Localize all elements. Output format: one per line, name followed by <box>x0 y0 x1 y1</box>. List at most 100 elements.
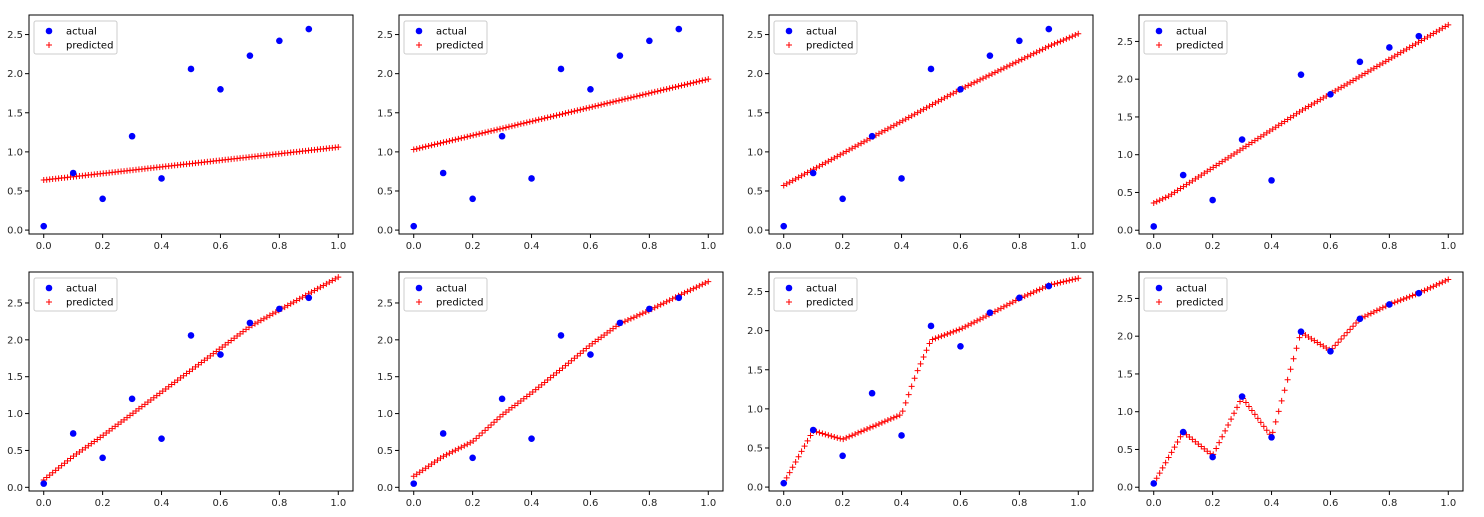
predicted-point <box>1030 289 1037 296</box>
predicted-point <box>1254 415 1261 422</box>
predicted-point <box>657 301 664 308</box>
predicted-point <box>1332 342 1339 349</box>
actual-point <box>839 452 846 460</box>
x-tick-label: 0.2 <box>835 498 851 509</box>
legend-actual-marker <box>45 284 53 292</box>
predicted-point <box>702 280 709 287</box>
y-tick-label: 2.0 <box>7 335 23 346</box>
predicted-point <box>783 474 790 481</box>
actual-point <box>809 169 817 177</box>
predicted-point <box>452 136 459 143</box>
predicted-point <box>878 419 885 426</box>
actual-series <box>40 294 313 487</box>
predicted-point <box>630 314 637 321</box>
legend-predicted-marker <box>1156 42 1162 48</box>
x-tick-label: 0.0 <box>776 498 792 509</box>
x-tick-label: 0.2 <box>95 241 111 252</box>
actual-point <box>99 195 106 203</box>
y-tick-label: 2.0 <box>1117 75 1133 86</box>
predicted-point <box>705 278 712 285</box>
predicted-point <box>1051 280 1058 287</box>
predicted-point <box>699 281 706 288</box>
predicted-point <box>1159 195 1166 202</box>
actual-point <box>276 305 283 313</box>
legend-predicted-marker <box>416 42 422 48</box>
predicted-point <box>660 300 667 307</box>
predicted-point <box>1257 419 1264 426</box>
y-tick-label: 2.0 <box>377 69 393 80</box>
predicted-point <box>935 334 942 341</box>
predicted-point <box>1021 293 1028 300</box>
predicted-point <box>1296 334 1303 341</box>
predicted-point <box>633 312 640 319</box>
predicted-point <box>828 433 835 440</box>
predicted-point <box>1051 40 1058 47</box>
predicted-point <box>1275 408 1282 415</box>
y-tick-label: 1.5 <box>7 372 23 383</box>
predicted-point <box>1027 52 1034 59</box>
predicted-point <box>1284 376 1291 383</box>
predicted-point <box>997 66 1004 73</box>
predicted-point <box>413 145 420 152</box>
predicted-point <box>825 432 832 439</box>
y-tick-label: 0.0 <box>747 226 763 237</box>
predicted-point <box>786 469 793 476</box>
y-tick-label: 1.0 <box>7 147 23 158</box>
legend: actual predicted <box>33 20 118 55</box>
predicted-point <box>1213 445 1220 452</box>
predicted-point <box>687 287 694 294</box>
predicted-point <box>1293 345 1300 352</box>
x-tick-label: 1.0 <box>700 241 716 252</box>
legend-predicted-marker <box>416 299 422 305</box>
actual-point <box>187 65 195 73</box>
actual-point <box>410 480 418 487</box>
actual-point <box>1327 90 1334 98</box>
legend-actual-label: actual <box>1176 27 1207 38</box>
y-tick-label: 1.5 <box>747 365 763 376</box>
subplot-1: 0.0 0.2 0.4 0.6 0.8 1.0 0.0 0.5 1.0 1.5 2.0 2.5 actu… <box>7 14 354 252</box>
predicted-point <box>1379 304 1386 311</box>
legend-actual-label: actual <box>436 27 467 38</box>
actual-point <box>557 65 565 73</box>
predicted-point <box>428 142 435 149</box>
predicted-point <box>675 83 682 90</box>
predicted-point <box>804 437 811 444</box>
subplot-3: 0.0 0.2 0.4 0.6 0.8 1.0 0.0 0.5 1.0 1.5 2.0 2.5 actu… <box>747 14 1094 252</box>
y-tick-label: 0.0 <box>7 226 23 237</box>
predicted-point <box>491 419 498 426</box>
x-tick-label: 0.8 <box>641 498 657 509</box>
predicted-point <box>974 78 981 85</box>
predicted-point <box>431 141 438 148</box>
predicted-point <box>1162 459 1169 466</box>
actual-point <box>1356 315 1364 323</box>
predicted-point <box>446 450 453 457</box>
subplot-8: 0.0 0.2 0.4 0.6 0.8 1.0 0.0 0.5 1.0 1.5 2.0 2.5 actu… <box>1117 271 1464 509</box>
actual-point <box>1297 71 1305 78</box>
predicted-point <box>1445 276 1452 283</box>
actual-point <box>1179 428 1187 436</box>
actual-point <box>1327 347 1334 355</box>
actual-point <box>1415 32 1423 40</box>
predicted-point <box>789 464 796 471</box>
actual-series <box>410 25 683 230</box>
predicted-point <box>1430 283 1437 290</box>
legend-actual-marker <box>1155 27 1163 35</box>
x-tick-label: 1.0 <box>1440 498 1456 509</box>
predicted-point <box>1373 307 1380 314</box>
predicted-point <box>1066 277 1073 284</box>
predicted-point <box>1012 59 1019 66</box>
actual-point <box>469 454 476 462</box>
actual-series <box>40 25 313 230</box>
predicted-point <box>988 70 995 77</box>
predicted-point <box>422 143 429 150</box>
predicted-point <box>864 426 871 433</box>
x-tick-label: 0.0 <box>776 241 792 252</box>
actual-point <box>217 86 224 93</box>
predicted-point <box>455 135 462 142</box>
y-tick-label: 2.5 <box>1117 37 1133 48</box>
y-tick-label: 2.0 <box>1117 332 1133 343</box>
predicted-point <box>1421 287 1428 294</box>
subplot-4: 0.0 0.2 0.4 0.6 0.8 1.0 0.0 0.5 1.0 1.5 2.0 2.5 actu… <box>1117 14 1464 252</box>
legend-actual-label: actual <box>436 284 467 295</box>
predicted-point <box>690 79 697 86</box>
